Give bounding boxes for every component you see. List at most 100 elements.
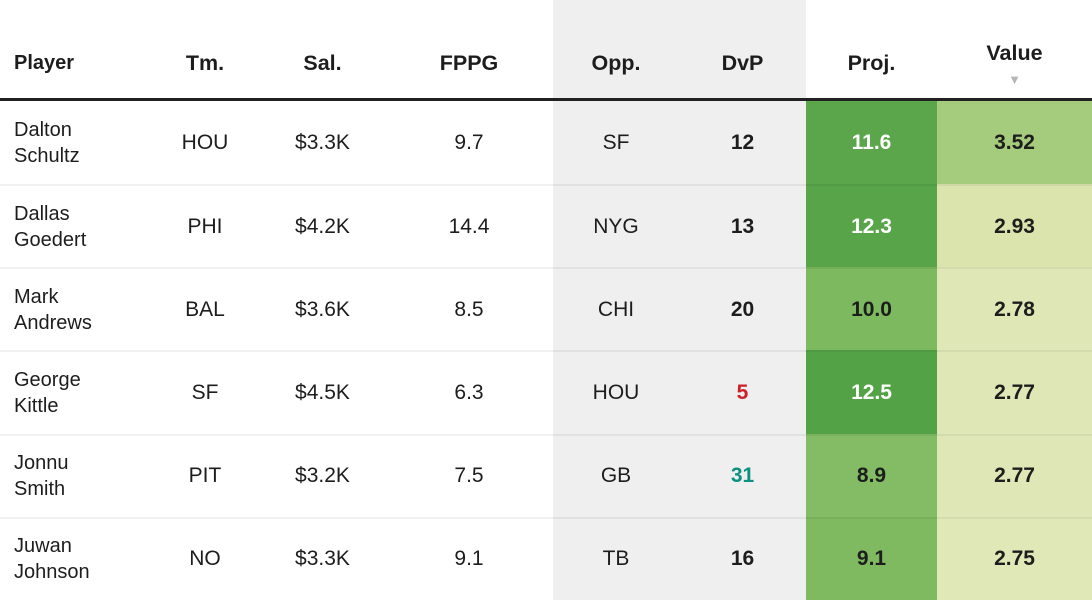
tm-value: BAL bbox=[185, 297, 225, 321]
cell-dvp: 20 bbox=[679, 267, 806, 351]
cell-dvp: 16 bbox=[679, 516, 806, 600]
cell-fppg: 6.3 bbox=[385, 350, 553, 433]
opp-value: CHI bbox=[597, 297, 635, 321]
player-name: Dalton Schultz bbox=[14, 118, 80, 167]
cell-opp: NYG bbox=[553, 184, 679, 268]
column-header-sal[interactable]: Sal. bbox=[260, 0, 385, 98]
player-name: George Kittle bbox=[14, 369, 81, 418]
value-value: 2.77 bbox=[994, 381, 1035, 405]
cell-proj: 11.6 bbox=[806, 101, 937, 185]
column-label-proj: Proj. bbox=[847, 51, 896, 75]
column-label-value: Value bbox=[986, 41, 1043, 65]
cell-fppg: 8.5 bbox=[385, 267, 553, 350]
cell-player: Dallas Goedert bbox=[0, 184, 150, 267]
tm-value: SF bbox=[191, 381, 219, 405]
fppg-value: 9.7 bbox=[454, 130, 484, 154]
cell-dvp: 31 bbox=[679, 433, 806, 517]
cell-tm: NO bbox=[150, 516, 260, 600]
cell-proj: 9.1 bbox=[806, 516, 937, 600]
cell-value: 2.77 bbox=[937, 433, 1092, 517]
cell-dvp: 5 bbox=[679, 350, 806, 434]
cell-sal: $3.2K bbox=[260, 433, 385, 517]
table-row: Dallas Goedert PHI $4.2K 14.4 NYG 13 12.3 2.93 bbox=[0, 184, 1092, 268]
cell-dvp: 12 bbox=[679, 101, 806, 185]
cell-tm: PHI bbox=[150, 184, 260, 267]
sal-value: $3.3K bbox=[295, 547, 350, 571]
table-row: Mark Andrews BAL $3.6K 8.5 CHI 20 10.0 2.78 bbox=[0, 267, 1092, 351]
cell-opp: SF bbox=[553, 101, 679, 185]
column-label-player: Player bbox=[14, 52, 75, 74]
cell-sal: $3.3K bbox=[260, 101, 385, 184]
column-label-opp: Opp. bbox=[591, 51, 641, 75]
cell-value: 2.75 bbox=[937, 516, 1092, 600]
fppg-value: 14.4 bbox=[448, 214, 490, 238]
column-header-opp[interactable]: Opp. bbox=[553, 0, 679, 98]
column-header-proj[interactable]: Proj. bbox=[806, 0, 937, 98]
player-name: Juwan Johnson bbox=[14, 535, 90, 584]
opp-value: NYG bbox=[593, 214, 639, 238]
cell-player: Juwan Johnson bbox=[0, 516, 150, 600]
table-row: George Kittle SF $4.5K 6.3 HOU 5 12.5 2.77 bbox=[0, 350, 1092, 434]
cell-value: 2.78 bbox=[937, 267, 1092, 351]
table-row: Jonnu Smith PIT $3.2K 7.5 GB 31 8.9 2.77 bbox=[0, 433, 1092, 517]
cell-fppg: 14.4 bbox=[385, 184, 553, 267]
cell-proj: 12.3 bbox=[806, 184, 937, 268]
proj-value: 12.5 bbox=[851, 381, 892, 405]
tm-value: NO bbox=[189, 547, 221, 571]
cell-player: George Kittle bbox=[0, 350, 150, 433]
player-name: Dallas Goedert bbox=[14, 202, 87, 251]
column-label-sal: Sal. bbox=[303, 51, 342, 75]
proj-value: 8.9 bbox=[856, 464, 887, 488]
cell-value: 2.77 bbox=[937, 350, 1092, 434]
cell-opp: TB bbox=[553, 516, 679, 600]
cell-sal: $3.6K bbox=[260, 267, 385, 350]
cell-sal: $4.2K bbox=[260, 184, 385, 267]
sal-value: $3.2K bbox=[295, 464, 350, 488]
cell-fppg: 9.1 bbox=[385, 516, 553, 600]
opp-value: GB bbox=[600, 464, 632, 488]
cell-player: Jonnu Smith bbox=[0, 433, 150, 517]
cell-tm: PIT bbox=[150, 433, 260, 517]
dvp-value: 31 bbox=[730, 464, 755, 488]
cell-proj: 12.5 bbox=[806, 350, 937, 434]
value-value: 2.75 bbox=[994, 547, 1035, 571]
dvp-value: 5 bbox=[736, 381, 749, 405]
cell-tm: SF bbox=[150, 350, 260, 433]
value-value: 2.77 bbox=[994, 464, 1035, 488]
column-label-tm: Tm. bbox=[185, 51, 225, 75]
column-header-dvp[interactable]: DvP bbox=[679, 0, 806, 98]
sal-value: $3.6K bbox=[295, 297, 350, 321]
column-header-player[interactable]: Player bbox=[0, 0, 150, 98]
cell-fppg: 9.7 bbox=[385, 101, 553, 184]
player-name: Mark Andrews bbox=[14, 285, 92, 334]
cell-proj: 10.0 bbox=[806, 267, 937, 351]
cell-player: Mark Andrews bbox=[0, 267, 150, 350]
cell-value: 2.93 bbox=[937, 184, 1092, 268]
fppg-value: 7.5 bbox=[454, 464, 484, 488]
value-value: 2.78 bbox=[994, 297, 1035, 321]
column-label-dvp: DvP bbox=[721, 51, 764, 75]
dvp-value: 20 bbox=[730, 297, 755, 321]
column-header-fppg[interactable]: FPPG bbox=[385, 0, 553, 98]
value-value: 2.93 bbox=[994, 214, 1035, 238]
cell-opp: HOU bbox=[553, 350, 679, 434]
table-row: Dalton Schultz HOU $3.3K 9.7 SF 12 11.6 3.52 bbox=[0, 101, 1092, 185]
table-body: Dalton Schultz HOU $3.3K 9.7 SF 12 11.6 3.52 Dal… bbox=[0, 101, 1092, 600]
column-label-fppg: FPPG bbox=[439, 51, 499, 75]
cell-opp: CHI bbox=[553, 267, 679, 351]
column-header-tm[interactable]: Tm. bbox=[150, 0, 260, 98]
cell-sal: $4.5K bbox=[260, 350, 385, 433]
fppg-value: 6.3 bbox=[454, 381, 484, 405]
cell-tm: HOU bbox=[150, 101, 260, 184]
cell-dvp: 13 bbox=[679, 184, 806, 268]
tm-value: HOU bbox=[181, 130, 229, 154]
table-row: Juwan Johnson NO $3.3K 9.1 TB 16 9.1 2.75 bbox=[0, 516, 1092, 600]
opp-value: TB bbox=[602, 547, 630, 571]
cell-tm: BAL bbox=[150, 267, 260, 350]
cell-fppg: 7.5 bbox=[385, 433, 553, 517]
cell-proj: 8.9 bbox=[806, 433, 937, 517]
player-name: Jonnu Smith bbox=[14, 452, 69, 501]
column-header-value[interactable]: Value ▼ bbox=[937, 0, 1092, 98]
dvp-value: 16 bbox=[730, 547, 755, 571]
